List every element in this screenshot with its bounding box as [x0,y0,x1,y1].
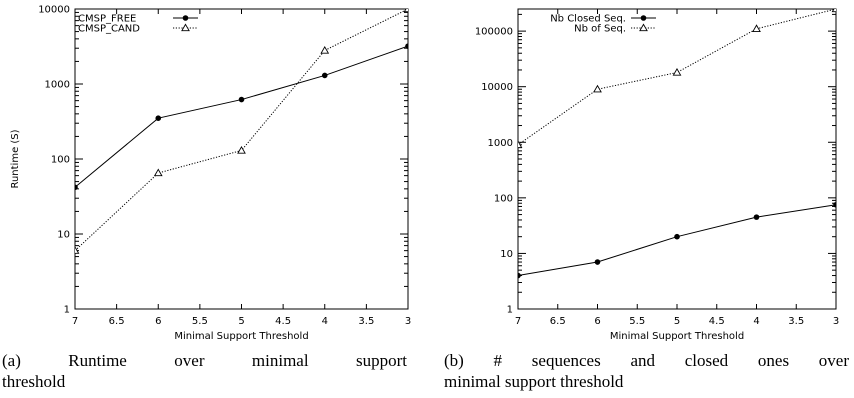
x-tick-label: 4 [322,316,328,327]
figure: 7 6.5 6 5.5 5 4.5 4 3.5 3 1 10 100 1000 10000 Minimal … [10,5,839,343]
x-tick-label: 4.5 [275,316,291,327]
y-tick-label: 1 [64,305,70,316]
data-point [639,23,648,32]
x-tick-label: 3.5 [788,316,804,327]
caption-a-line2: threshold [2,372,66,391]
data-point [753,214,760,220]
legend-label: CMSP_CAND [78,24,140,35]
series-0 [75,43,408,191]
y-tick-label: 100 [51,155,70,166]
data-point [831,9,836,13]
chart-0: 7 6.5 6 5.5 5 4.5 4 3.5 3 1 10 100 1000 10000 Minimal … [10,5,411,343]
chart-1: 7 6.5 6 5.5 5 4.5 4 3.5 3 1 10 100 1000 10000 100000 Mi… [475,8,839,342]
data-point [674,233,680,240]
data-point [75,184,78,191]
caption-b-line1: (b) # sequences and closed ones over [444,351,849,370]
data-point [752,24,761,32]
y-tick-label: 1000 [488,138,513,149]
data-point [405,43,408,49]
x-axis-label: Minimal Support Threshold [174,331,308,342]
caption-a: (a) Runtime over minimal support thresho… [2,350,407,392]
series-line [518,9,836,146]
x-tick-label: 3 [833,316,839,327]
data-point [238,96,245,103]
data-point [321,72,328,79]
x-tick-label: 5.5 [629,316,645,327]
y-tick-label: 1000 [45,80,70,91]
data-point [672,67,682,76]
y-tick-label: 10000 [38,5,70,16]
y-tick-label: 1 [507,305,513,316]
y-tick-label: 10000 [481,82,513,93]
data-point [320,45,330,54]
plot-frame [517,8,837,310]
caption-b: (b) # sequences and closed ones over min… [444,350,849,392]
x-tick-label: 4.5 [709,316,725,327]
x-tick-label: 4 [753,316,759,327]
series-line [75,45,408,188]
x-tick-label: 5.5 [192,316,208,327]
x-tick-label: 6.5 [550,316,566,327]
legend-label: Nb Closed Seq. [550,14,626,25]
y-tick-label: 10 [500,249,513,260]
data-point [237,145,246,154]
series-line [518,204,836,277]
x-tick-label: 3.5 [358,316,374,327]
data-point [640,15,647,21]
x-tick-label: 7 [72,316,78,327]
x-tick-label: 3 [405,316,411,327]
plot-frame [74,8,409,310]
data-point [518,272,521,279]
series-1 [75,9,408,254]
data-point [181,23,190,32]
x-tick-label: 6.5 [109,316,125,327]
x-tick-label: 6 [155,316,161,327]
legend-label: CMSP_FREE [78,14,136,25]
data-point [833,201,836,208]
data-point [182,15,189,21]
caption-b-line2: minimal support threshold [444,372,624,391]
legend-label: Nb of Seq. [574,24,626,35]
data-point [153,168,163,177]
data-point [593,84,602,93]
y-tick-label: 100000 [475,27,513,38]
data-point [594,259,601,265]
caption-a-line1: (a) Runtime over minimal support [2,351,407,370]
y-tick-label: 100 [494,193,513,204]
y-axis-label: Runtime (S) [10,129,21,188]
x-tick-label: 5 [238,316,244,327]
x-tick-label: 6 [594,316,600,327]
series-1 [518,9,836,148]
y-tick-label: 10 [57,230,70,241]
x-tick-label: 7 [515,316,521,327]
data-point [155,115,162,121]
series-0 [518,201,836,279]
data-point [75,246,80,254]
x-tick-label: 5 [674,316,680,327]
data-point [518,140,523,148]
series-line [75,9,408,252]
data-point [403,9,408,13]
x-axis-label: Minimal Support Threshold [610,331,744,342]
